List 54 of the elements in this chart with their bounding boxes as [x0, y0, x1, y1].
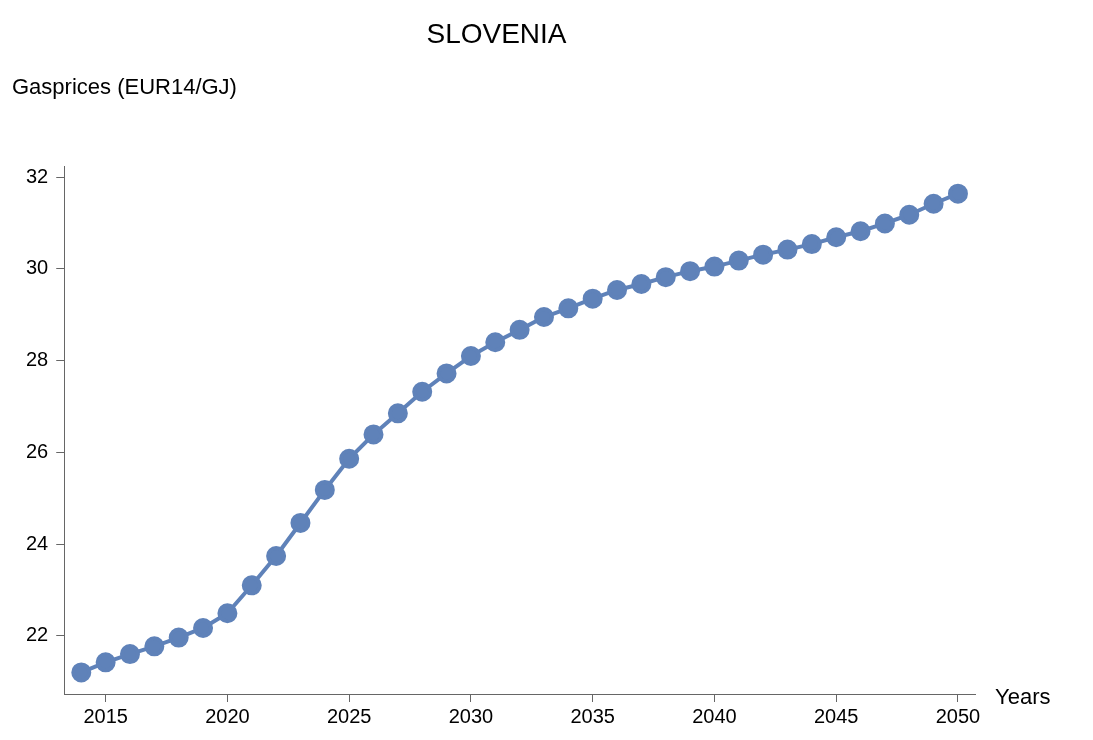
y-tick-label: 28	[26, 348, 49, 371]
y-tick-label: 22	[26, 623, 49, 646]
y-tick-label: 30	[26, 256, 49, 279]
point	[607, 279, 628, 300]
point	[874, 213, 895, 234]
point	[460, 346, 481, 367]
point	[290, 512, 311, 533]
point	[95, 652, 116, 673]
point	[801, 234, 822, 255]
point	[485, 332, 506, 353]
point	[923, 193, 944, 214]
point	[436, 363, 457, 384]
point	[631, 274, 652, 294]
x-tick-label: 2020	[205, 704, 250, 727]
point	[144, 636, 165, 657]
x-tick-label: 2045	[813, 704, 859, 727]
point	[266, 545, 287, 566]
point	[363, 424, 384, 445]
point	[899, 204, 920, 225]
point	[339, 448, 360, 469]
y-tick-label: 32	[26, 164, 49, 187]
point	[193, 617, 214, 638]
x-axis-title: Years	[995, 684, 1051, 710]
x-tick-label: 2050	[935, 704, 981, 727]
x-tick-label: 2030	[448, 704, 494, 727]
point	[753, 244, 774, 265]
point	[850, 221, 871, 242]
point	[168, 627, 189, 648]
x-tick-label: 2040	[692, 704, 737, 727]
point	[241, 575, 262, 596]
point	[826, 227, 847, 248]
y-tick-label: 24	[26, 531, 49, 554]
point	[314, 479, 335, 500]
point	[412, 381, 433, 402]
x-tick-label: 2015	[83, 704, 128, 727]
point	[217, 603, 238, 624]
point	[387, 403, 408, 424]
x-tick-label: 2035	[570, 704, 615, 727]
point	[655, 267, 676, 288]
y-tick-label: 26	[26, 439, 49, 462]
point	[509, 319, 530, 340]
point	[71, 662, 92, 683]
point	[582, 288, 603, 309]
point	[704, 256, 725, 277]
point	[533, 307, 554, 328]
point	[777, 239, 798, 260]
point	[947, 183, 968, 204]
point	[728, 250, 749, 271]
x-tick-label: 2025	[326, 704, 372, 727]
y-axis-title: Gasprices (EUR14/GJ)	[12, 74, 237, 100]
point	[120, 644, 140, 665]
point	[558, 298, 579, 319]
point	[680, 261, 701, 282]
chart-title: SLOVENIA	[426, 17, 567, 49]
